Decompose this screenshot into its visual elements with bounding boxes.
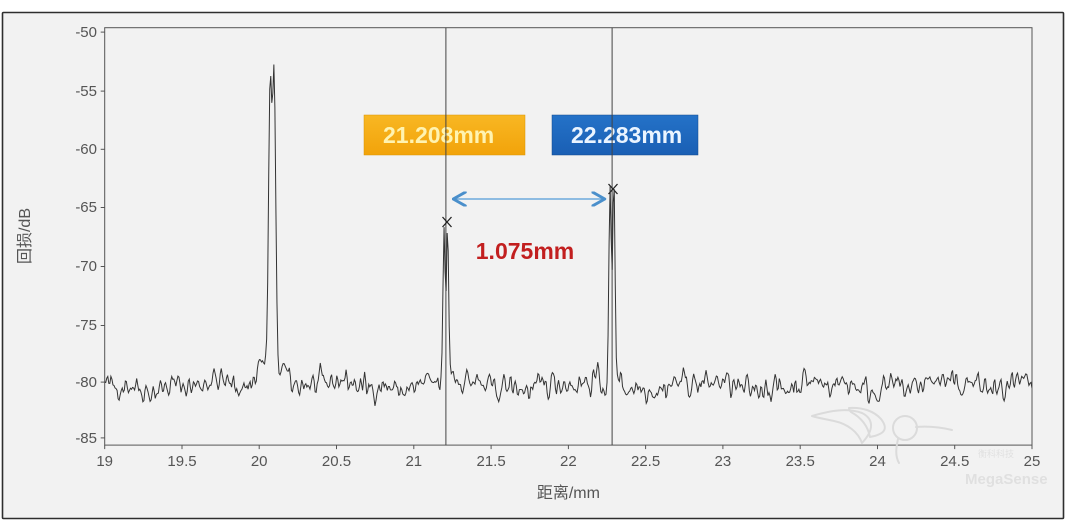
svg-text:23.5: 23.5 [786, 453, 815, 470]
svg-text:-60: -60 [75, 141, 97, 158]
svg-text:21.5: 21.5 [476, 453, 505, 470]
svg-text:24: 24 [869, 453, 886, 470]
svg-text:22: 22 [560, 453, 577, 470]
svg-text:19: 19 [96, 453, 113, 470]
svg-text:-55: -55 [75, 83, 97, 100]
svg-text:-75: -75 [75, 317, 97, 334]
svg-text:25: 25 [1024, 453, 1041, 470]
svg-text:22.283mm: 22.283mm [571, 122, 682, 148]
svg-text:20.5: 20.5 [322, 453, 351, 470]
svg-text:24.5: 24.5 [940, 453, 969, 470]
svg-text:1.075mm: 1.075mm [476, 238, 574, 264]
svg-text:-70: -70 [75, 258, 97, 275]
svg-text:23: 23 [715, 453, 732, 470]
svg-text:衡科科技: 衡科科技 [978, 448, 1014, 459]
svg-text:MegaSense: MegaSense [965, 471, 1048, 488]
svg-text:距离/mm: 距离/mm [537, 484, 600, 502]
svg-text:-65: -65 [75, 199, 97, 216]
svg-text:21: 21 [405, 453, 422, 470]
svg-text:20: 20 [251, 453, 268, 470]
svg-text:19.5: 19.5 [167, 453, 196, 470]
svg-text:-50: -50 [75, 24, 97, 41]
svg-text:21.208mm: 21.208mm [383, 122, 494, 148]
svg-text:-80: -80 [75, 374, 97, 391]
svg-text:-85: -85 [75, 430, 97, 447]
svg-text:回损/dB: 回损/dB [16, 208, 34, 264]
svg-text:22.5: 22.5 [631, 453, 660, 470]
